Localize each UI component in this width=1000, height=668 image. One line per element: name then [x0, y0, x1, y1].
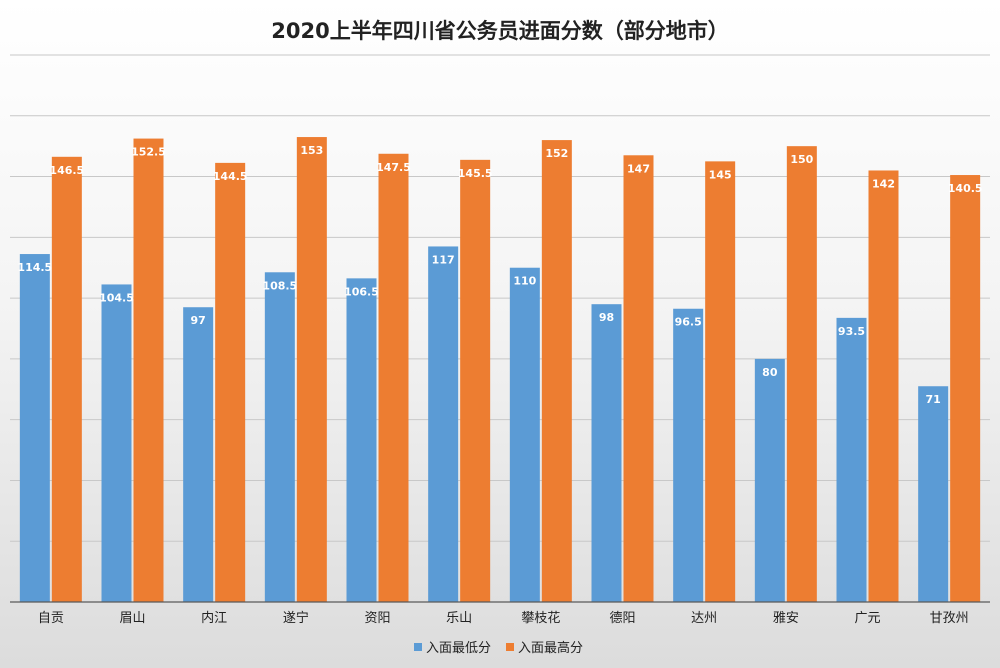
bar-series-1: [673, 308, 704, 602]
bars: [19, 137, 981, 603]
bar-series-2: [541, 140, 572, 603]
category-label: 乐山: [446, 611, 472, 626]
bar-series-2: [868, 170, 899, 602]
bar-series-1: [428, 246, 459, 602]
bar-series-1: [264, 272, 295, 602]
bar-series-2: [705, 161, 736, 602]
data-label-series-2: 153: [300, 144, 323, 157]
bar-series-1: [101, 284, 132, 602]
data-label-series-1: 93.5: [838, 325, 865, 338]
data-label-series-1: 108.5: [262, 279, 297, 292]
bar-series-2: [623, 155, 654, 603]
data-label-series-1: 106.5: [344, 285, 379, 298]
bar-series-2: [950, 175, 981, 602]
bar-series-2: [133, 138, 164, 602]
data-label-series-1: 110: [513, 275, 536, 288]
category-label: 达州: [691, 611, 717, 626]
data-label-series-2: 152: [545, 147, 568, 160]
category-label: 雅安: [773, 611, 799, 626]
bar-series-1: [183, 307, 214, 602]
category-label: 自贡: [38, 611, 64, 626]
category-label: 资阳: [364, 611, 390, 626]
bar-series-2: [296, 137, 327, 603]
data-label-series-2: 140.5: [948, 182, 983, 195]
data-label-series-1: 117: [432, 253, 455, 266]
data-label-series-1: 104.5: [99, 291, 134, 304]
category-label: 遂宁: [283, 610, 309, 626]
data-label-series-2: 147.5: [376, 161, 411, 174]
legend: 入面最低分 入面最高分: [414, 640, 583, 656]
legend-swatch-series-2: [506, 643, 514, 651]
bar-series-2: [378, 153, 409, 602]
category-labels: 自贡 眉山 内江 遂宁 资阳 乐山 攀枝花 德阳 达州 雅安 广元 甘孜州: [38, 610, 969, 626]
category-label: 甘孜州: [930, 611, 969, 626]
data-label-series-2: 150: [790, 153, 813, 166]
bar-series-1: [918, 386, 949, 602]
bar-series-1: [754, 358, 785, 602]
data-label-series-1: 71: [926, 393, 941, 406]
bar-series-1: [509, 267, 540, 602]
bar-series-1: [19, 254, 50, 602]
category-label: 攀枝花: [521, 610, 560, 626]
bar-series-2: [215, 162, 246, 602]
data-label-series-2: 145: [709, 168, 732, 181]
bar-series-1: [591, 304, 622, 602]
bar-series-2: [460, 159, 491, 602]
category-label: 德阳: [609, 611, 635, 626]
data-label-series-1: 96.5: [675, 316, 702, 329]
data-label-series-1: 98: [599, 311, 614, 324]
category-label: 眉山: [119, 611, 145, 626]
legend-swatch-series-1: [414, 643, 422, 651]
category-label: 广元: [854, 611, 880, 626]
bar-series-1: [346, 278, 377, 602]
bar-series-1: [836, 317, 867, 602]
legend-label-series-1: 入面最低分: [426, 641, 491, 656]
data-label-series-2: 146.5: [49, 164, 84, 177]
chart-title: 2020上半年四川省公务员进面分数（部分地市）: [271, 19, 728, 43]
gridlines: [10, 54, 990, 542]
data-label-series-2: 147: [627, 162, 650, 175]
bar-series-2: [786, 146, 817, 602]
category-label: 内江: [201, 610, 227, 626]
data-labels: 114.5 146.5 104.5 152.5 97 144.5 108.5 153 106.5…: [17, 144, 982, 406]
data-label-series-2: 144.5: [213, 170, 248, 183]
data-label-series-1: 97: [191, 314, 206, 327]
data-label-series-1: 114.5: [17, 261, 52, 274]
legend-label-series-2: 入面最高分: [518, 640, 583, 656]
data-label-series-2: 142: [872, 177, 895, 190]
data-label-series-1: 80: [762, 366, 778, 379]
data-label-series-2: 145.5: [458, 167, 493, 180]
bar-series-2: [51, 156, 82, 602]
data-label-series-2: 152.5: [131, 146, 166, 159]
